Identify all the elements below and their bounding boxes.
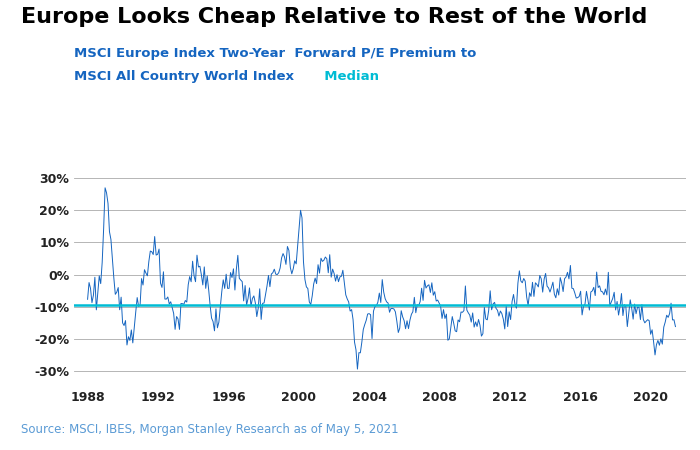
Text: MSCI All Country World Index: MSCI All Country World Index xyxy=(74,70,293,83)
Text: Source: MSCI, IBES, Morgan Stanley Research as of May 5, 2021: Source: MSCI, IBES, Morgan Stanley Resea… xyxy=(21,423,398,436)
Text: Europe Looks Cheap Relative to Rest of the World: Europe Looks Cheap Relative to Rest of t… xyxy=(21,7,648,27)
Text: Median: Median xyxy=(315,70,379,83)
Text: MSCI Europe Index Two-Year  Forward P/E Premium to: MSCI Europe Index Two-Year Forward P/E P… xyxy=(74,47,476,60)
